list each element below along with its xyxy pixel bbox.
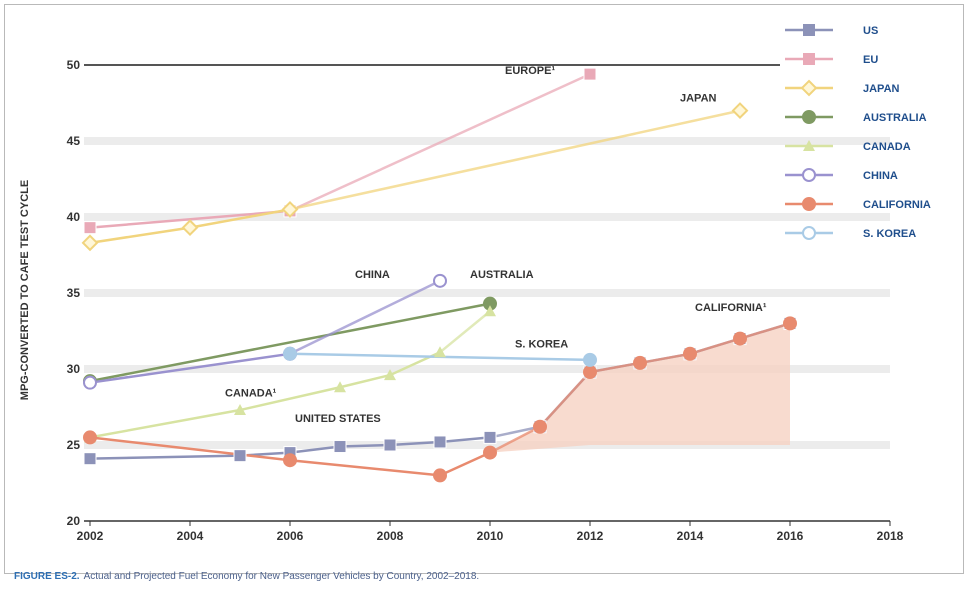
- x-tick-label-2010: 2010: [477, 529, 504, 543]
- legend-label-australia: AUSTRALIA: [863, 112, 927, 124]
- marker-us-3: [333, 440, 347, 454]
- marker-canada-4: [434, 346, 446, 358]
- legend-marker-australia: [802, 110, 816, 124]
- annotation-7: UNITED STATES: [295, 413, 381, 425]
- series-projection-canada: [439, 310, 491, 354]
- marker-california-proj-5: [783, 316, 797, 331]
- y-tick-label-40: 40: [67, 210, 81, 224]
- legend-label-canada: CANADA: [863, 141, 911, 153]
- legend-marker-china: [802, 168, 816, 182]
- x-tick-label-2006: 2006: [277, 529, 304, 543]
- marker-california-proj-1: [583, 365, 597, 380]
- figure-label: FIGURE ES-2.: [14, 571, 80, 582]
- svg-anchor: [0, 0, 1, 1]
- chart-frame: [4, 4, 964, 574]
- marker-s-korea-0: [283, 346, 297, 361]
- legend-marker-japan: [800, 79, 818, 97]
- x-tick-label-2014: 2014: [677, 529, 704, 543]
- annotation-0: EUROPE¹: [505, 65, 555, 77]
- legend-label-s-korea: S. KOREA: [863, 228, 916, 240]
- y-tick-label-25: 25: [67, 438, 81, 452]
- marker-japan-0: [81, 234, 99, 252]
- legend-marker-california: [802, 197, 816, 211]
- series-projection-japan: [289, 109, 741, 211]
- marker-canada-proj-0: [484, 305, 496, 317]
- caption-text: Actual and Projected Fuel Economy for Ne…: [83, 571, 480, 582]
- y-tick-label-20: 20: [67, 514, 81, 528]
- legend-label-japan: JAPAN: [863, 83, 900, 95]
- legend-label-eu: EU: [863, 54, 878, 66]
- legend-marker-canada: [803, 140, 815, 151]
- marker-eu-proj-0: [583, 67, 597, 81]
- annotation-1: JAPAN: [680, 92, 717, 104]
- marker-california-0: [83, 430, 97, 445]
- marker-us-5: [433, 435, 447, 449]
- marker-china-0: [83, 375, 97, 390]
- marker-japan-2: [281, 200, 299, 218]
- marker-china-proj-0: [433, 273, 447, 288]
- marker-canada-3: [384, 369, 396, 381]
- series-line-china: [89, 352, 291, 384]
- y-tick-label-50: 50: [67, 58, 81, 72]
- annotation-2: CHINA: [355, 269, 390, 281]
- annotation-6: CANADA¹: [225, 387, 277, 399]
- marker-california-3: [483, 445, 497, 460]
- y-tick-label-35: 35: [67, 286, 81, 300]
- x-tick-label-2008: 2008: [377, 529, 404, 543]
- x-tick-label-2012: 2012: [577, 529, 604, 543]
- marker-s-korea-1: [583, 352, 597, 367]
- legend-label-us: US: [863, 25, 878, 37]
- annotation-4: S. KOREA: [515, 339, 568, 351]
- marker-us-1: [233, 449, 247, 463]
- series-line-australia: [89, 302, 491, 383]
- marker-california-proj-4: [733, 331, 747, 346]
- marker-california-proj-2: [633, 355, 647, 370]
- marker-california-1: [283, 453, 297, 468]
- marker-japan-proj-0: [731, 102, 749, 120]
- legend-label-china: CHINA: [863, 170, 898, 182]
- marker-canada-2: [334, 381, 346, 393]
- x-tick-label-2002: 2002: [77, 529, 104, 543]
- series-line-california: [89, 436, 491, 477]
- y-axis-label: MPG-CONVERTED TO CAFE TEST CYCLE: [19, 180, 31, 400]
- x-tick-label-2004: 2004: [177, 529, 204, 543]
- legend-marker-eu: [803, 53, 815, 65]
- marker-japan-1: [181, 219, 199, 237]
- marker-us-0: [83, 452, 97, 466]
- marker-eu-0: [83, 221, 97, 235]
- marker-us-6: [483, 430, 497, 444]
- figure-caption: FIGURE ES-2. Actual and Projected Fuel Ec…: [14, 571, 479, 582]
- california-projection-area: [490, 323, 790, 453]
- marker-canada-1: [234, 404, 246, 416]
- marker-california-proj-0: [533, 419, 547, 434]
- marker-california-proj-3: [683, 346, 697, 361]
- series-projection-china: [289, 279, 441, 355]
- annotation-3: AUSTRALIA: [470, 269, 534, 281]
- y-tick-label-45: 45: [67, 134, 81, 148]
- series-projection-eu: [289, 72, 591, 213]
- legend-label-california: CALIFORNIA: [863, 199, 931, 211]
- y-tick-label-30: 30: [67, 362, 81, 376]
- x-tick-label-2018: 2018: [877, 529, 904, 543]
- annotation-5: CALIFORNIA¹: [695, 302, 767, 314]
- x-tick-label-2016: 2016: [777, 529, 804, 543]
- marker-california-2: [433, 468, 447, 483]
- marker-us-4: [383, 438, 397, 452]
- legend-marker-s-korea: [802, 226, 816, 240]
- legend-marker-us: [803, 24, 815, 36]
